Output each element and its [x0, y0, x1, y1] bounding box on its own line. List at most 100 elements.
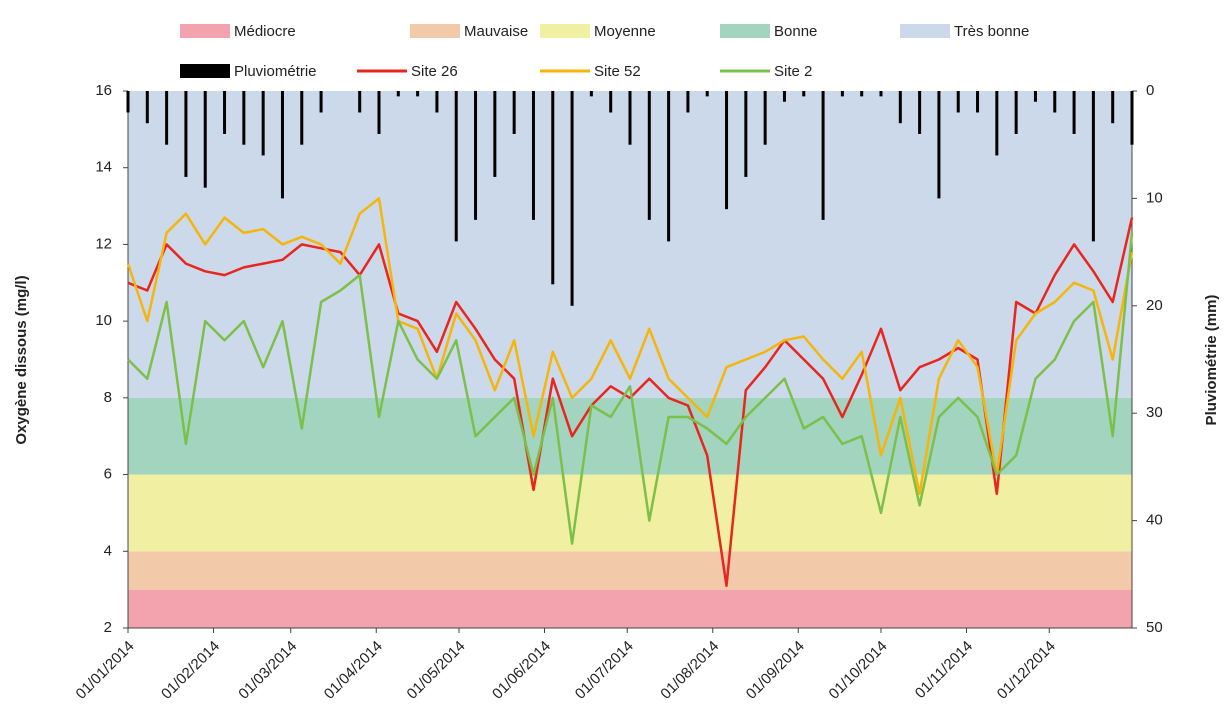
x-tick-label: 01/04/2014: [321, 638, 386, 703]
y2-tick-label: 0: [1146, 82, 1154, 99]
rain-bar: [184, 91, 188, 177]
site-line: [127, 217, 1134, 588]
rain-bar: [126, 91, 130, 113]
y2-tick-label: 50: [1146, 619, 1163, 636]
rain-bar: [802, 91, 806, 97]
rain-bar: [280, 91, 284, 199]
rain-bar: [647, 91, 651, 220]
rain-bar: [918, 91, 922, 134]
legend-label: Très bonne: [954, 23, 1029, 40]
y-axis-title: Oxygène dissous (mg/l): [13, 275, 30, 444]
legend-swatch: [180, 24, 230, 38]
rain-bar: [300, 91, 304, 145]
rain-bar: [628, 91, 632, 145]
x-tick-label: 01/09/2014: [743, 638, 808, 703]
rain-bar: [1130, 91, 1134, 145]
x-tick-label: 01/01/2014: [73, 638, 138, 703]
rain-bar: [165, 91, 169, 145]
x-tick-label: 01/03/2014: [235, 638, 300, 703]
y-tick-label: 14: [95, 159, 112, 176]
legend-label: Bonne: [774, 23, 817, 40]
rain-bar: [1053, 91, 1057, 113]
legend-label: Médiocre: [234, 23, 296, 40]
rain-bar: [744, 91, 748, 177]
x-tick-label: 01/08/2014: [657, 638, 722, 703]
rain-bar: [976, 91, 980, 113]
rain-bar: [319, 91, 323, 113]
rain-bar: [145, 91, 149, 124]
rain-bar: [242, 91, 246, 145]
quality-band: [128, 474, 1132, 552]
rain-bar: [377, 91, 381, 134]
legend-swatch: [720, 24, 770, 38]
y-tick-label: 6: [104, 466, 112, 483]
y-tick-label: 4: [104, 542, 112, 559]
rain-bar: [358, 91, 362, 113]
rain-bar: [551, 91, 555, 285]
quality-band: [128, 589, 1132, 628]
rain-bar: [531, 91, 535, 220]
rain-bar: [416, 91, 420, 97]
rain-bar: [609, 91, 613, 113]
rain-bar: [686, 91, 690, 113]
y-tick-label: 16: [95, 82, 112, 99]
rain-bar: [1091, 91, 1095, 242]
x-tick-label: 01/12/2014: [994, 638, 1059, 703]
y-tick-label: 12: [95, 235, 112, 252]
legend-swatch: [900, 24, 950, 38]
rain-bar: [898, 91, 902, 124]
rain-bar: [474, 91, 478, 220]
y-tick-label: 8: [104, 389, 112, 406]
rain-bar: [860, 91, 864, 97]
rain-bar: [1033, 91, 1037, 102]
rain-bar: [589, 91, 593, 97]
legend-swatch: [410, 24, 460, 38]
x-tick-label: 01/06/2014: [489, 638, 554, 703]
rain-bar: [1072, 91, 1076, 134]
rain-bar: [879, 91, 883, 97]
y-tick-label: 2: [104, 619, 112, 636]
rain-bar: [570, 91, 574, 306]
quality-band: [128, 397, 1132, 475]
rain-bar: [223, 91, 227, 134]
rain-bar: [782, 91, 786, 102]
rain-bar: [203, 91, 207, 188]
y2-tick-label: 10: [1146, 189, 1163, 206]
site-line: [126, 197, 1134, 496]
rain-bar: [512, 91, 516, 134]
y2-tick-label: 20: [1146, 297, 1163, 314]
x-tick-label: 01/10/2014: [826, 638, 891, 703]
legend-label: Pluviométrie: [234, 63, 317, 80]
rain-bar: [261, 91, 265, 156]
rain-bar: [705, 91, 709, 97]
rain-bar: [840, 91, 844, 97]
rain-bar: [1014, 91, 1018, 134]
x-tick-label: 01/05/2014: [404, 638, 469, 703]
legend-label: Moyenne: [594, 23, 656, 40]
rain-bar: [396, 91, 400, 97]
rain-bar: [493, 91, 497, 177]
x-tick-label: 01/02/2014: [158, 638, 223, 703]
rain-bar: [821, 91, 825, 220]
rain-bar: [667, 91, 671, 242]
x-tick-label: 01/07/2014: [572, 638, 637, 703]
legend-swatch: [540, 24, 590, 38]
site-line: [127, 232, 1134, 545]
rain-bar: [725, 91, 729, 210]
legend-label: Site 2: [774, 63, 812, 80]
rain-bar: [995, 91, 999, 156]
y2-axis-title: Pluviométrie (mm): [1203, 295, 1220, 426]
rain-bar: [1111, 91, 1115, 124]
y-tick-label: 10: [95, 312, 112, 329]
legend-swatch: [180, 64, 230, 78]
quality-band: [128, 551, 1132, 590]
x-tick-label: 01/11/2014: [912, 638, 976, 702]
y2-tick-label: 40: [1146, 512, 1163, 529]
rain-bar: [956, 91, 960, 113]
legend-label: Site 26: [411, 63, 458, 80]
rain-bar: [454, 91, 458, 242]
y2-tick-label: 30: [1146, 404, 1163, 421]
legend-label: Site 52: [594, 63, 641, 80]
legend-label: Mauvaise: [464, 23, 528, 40]
